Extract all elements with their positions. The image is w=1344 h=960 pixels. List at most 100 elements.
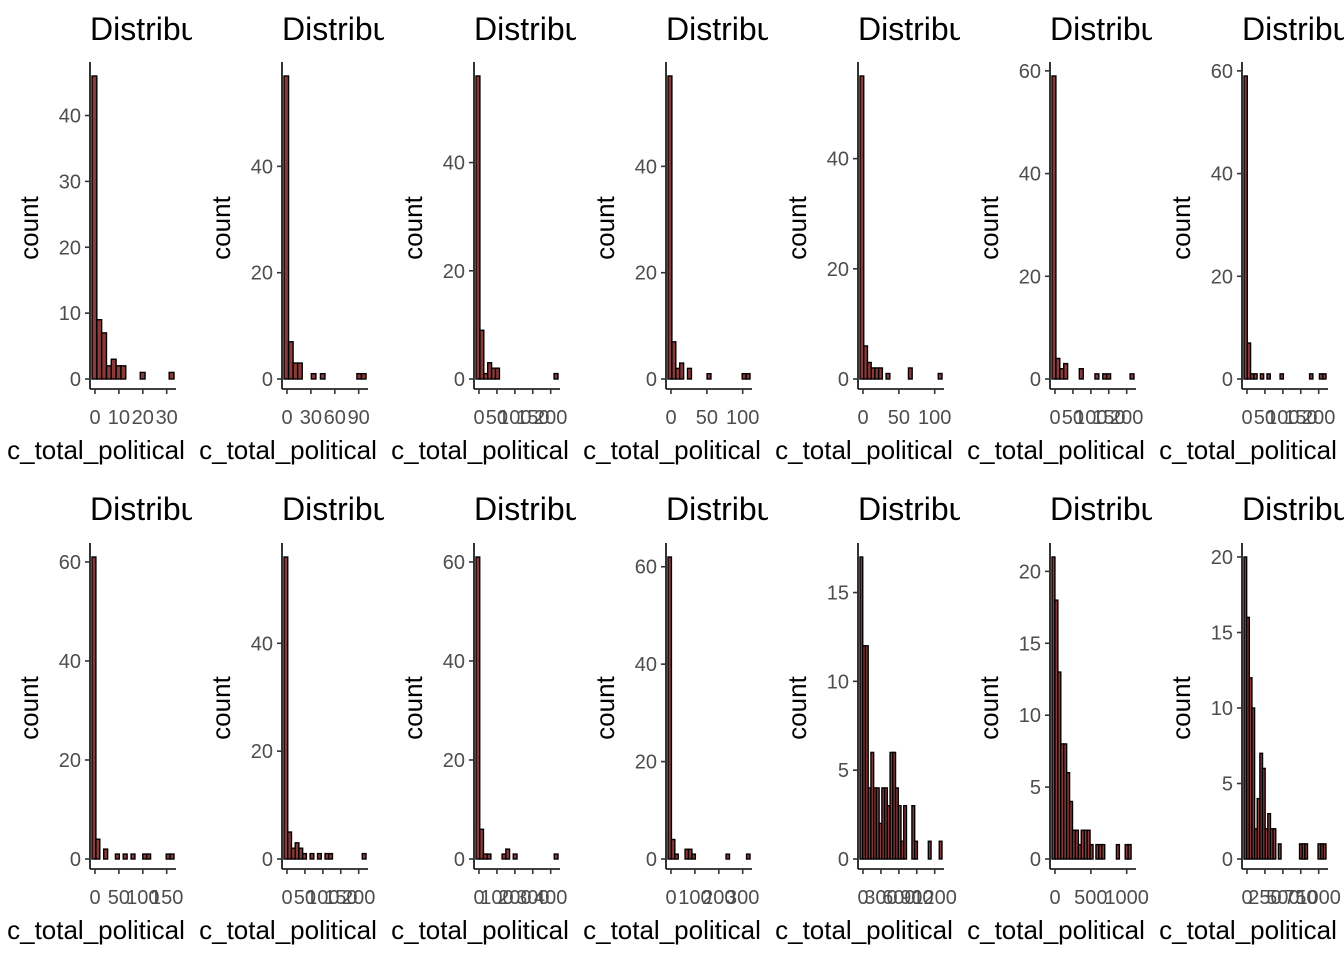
x-tick-label: 1200 — [912, 887, 957, 909]
y-axis-title: count — [1166, 195, 1196, 259]
y-axis-title: count — [14, 195, 44, 259]
histogram-bar — [1063, 362, 1069, 380]
x-axis-title: c_total_political — [7, 915, 185, 945]
histogram-bar — [319, 372, 326, 380]
y-axis-title: count — [974, 675, 1004, 739]
x-tick-label: 600 — [882, 887, 915, 909]
histogram-bar — [512, 853, 518, 860]
x-tick-label: 1000 — [1296, 887, 1341, 909]
histogram-bar — [1322, 373, 1327, 380]
x-tick-label: 0 — [665, 407, 676, 429]
histogram-bar — [505, 848, 511, 860]
histogram-bar — [139, 371, 146, 380]
x-tick-label: 90 — [348, 407, 370, 429]
x-tick-label: 150 — [1092, 407, 1125, 429]
y-tick-label: 5 — [1030, 777, 1041, 799]
histogram-bar — [667, 556, 673, 860]
x-axis-title: c_total_political — [391, 435, 569, 465]
x-tick-label: 0 — [473, 407, 484, 429]
y-tick-label: 0 — [838, 849, 849, 871]
y-tick-label: 20 — [1019, 266, 1041, 288]
histogram-bar — [691, 853, 697, 860]
histogram-panel: Distribu count 0 20 40 0 50 100 c_total_politica… — [583, 11, 774, 465]
histogram-bar — [479, 329, 485, 380]
y-axis-title: count — [782, 195, 812, 259]
x-tick-label: 0 — [1049, 887, 1060, 909]
x-axis-title: c_total_political — [967, 435, 1145, 465]
y-tick-label: 20 — [1211, 266, 1233, 288]
y-tick-label: 15 — [827, 583, 849, 605]
chart-title: Distribu — [474, 491, 582, 527]
histogram-bar — [745, 372, 751, 380]
x-tick-label: 200 — [498, 887, 531, 909]
y-tick-label: 30 — [59, 171, 81, 193]
y-axis-title: count — [14, 675, 44, 739]
y-tick-label: 0 — [1030, 849, 1041, 871]
x-tick-label: 50 — [1254, 407, 1276, 429]
y-tick-label: 0 — [70, 849, 81, 871]
histogram-panel: Distribu count 0 20 40 0 50 100 c_total_politica… — [775, 11, 966, 465]
x-tick-label: 500 — [1074, 887, 1107, 909]
y-tick-label: 40 — [1211, 164, 1233, 186]
histogram-bar — [686, 367, 693, 380]
y-tick-label: 10 — [1019, 705, 1041, 727]
y-axis-title: count — [398, 675, 428, 739]
histogram-bar — [553, 853, 559, 860]
histogram-bar — [114, 853, 121, 860]
histogram-bar — [328, 852, 334, 860]
histogram-bar — [1261, 767, 1266, 860]
x-tick-label: 200 — [1302, 407, 1335, 429]
y-tick-label: 60 — [1211, 61, 1233, 83]
y-axis-title: count — [782, 675, 812, 739]
histogram-bar — [283, 556, 289, 860]
y-tick-label: 40 — [251, 633, 273, 655]
histogram-bar — [95, 838, 101, 860]
x-tick-label: 50 — [108, 887, 130, 909]
histogram-bar — [1094, 373, 1100, 380]
y-tick-label: 0 — [454, 849, 465, 871]
y-tick-label: 0 — [646, 369, 657, 391]
x-tick-label: 50 — [294, 887, 316, 909]
histogram-panel: Distribu count 0 20 40 0 30 60 90 c_total_politic… — [199, 11, 384, 465]
histogram-bar — [301, 852, 308, 860]
chart-title: Distribu — [666, 491, 774, 527]
chart-title: Distribu — [666, 11, 774, 47]
histogram-bar — [670, 838, 676, 860]
histogram-bar — [130, 853, 136, 860]
y-tick-label: 20 — [443, 750, 465, 772]
histogram-bar — [1304, 843, 1309, 860]
y-tick-label: 10 — [59, 303, 81, 325]
histogram-bar — [1129, 373, 1135, 380]
chart-title: Distribu — [858, 11, 966, 47]
histogram-bar — [725, 853, 731, 860]
y-tick-label: 40 — [635, 654, 657, 676]
y-tick-label: 5 — [838, 760, 849, 782]
y-tick-label: 10 — [827, 671, 849, 693]
y-tick-label: 20 — [251, 741, 273, 763]
histogram-bar — [1259, 373, 1265, 380]
chart-title: Distribu — [282, 491, 390, 527]
histogram-bar — [1078, 368, 1084, 380]
histogram-bar — [361, 852, 367, 860]
x-tick-label: 100 — [1074, 407, 1107, 429]
x-tick-label: 200 — [534, 407, 567, 429]
histogram-bar — [859, 75, 865, 380]
x-tick-label: 30 — [300, 407, 322, 429]
histogram-bar — [475, 556, 481, 860]
y-tick-label: 60 — [1019, 61, 1041, 83]
histogram-bar — [938, 840, 943, 860]
x-tick-label: 30 — [156, 407, 178, 429]
histogram-bar — [1279, 373, 1285, 380]
x-tick-label: 1000 — [1104, 887, 1149, 909]
x-tick-label: 0 — [473, 887, 484, 909]
x-tick-label: 20 — [132, 407, 154, 429]
y-tick-label: 15 — [1019, 633, 1041, 655]
x-axis-title: c_total_political — [7, 435, 185, 465]
histogram-bar — [1105, 373, 1112, 380]
y-tick-label: 20 — [251, 263, 273, 285]
x-tick-label: 60 — [324, 407, 346, 429]
y-tick-label: 20 — [59, 237, 81, 259]
